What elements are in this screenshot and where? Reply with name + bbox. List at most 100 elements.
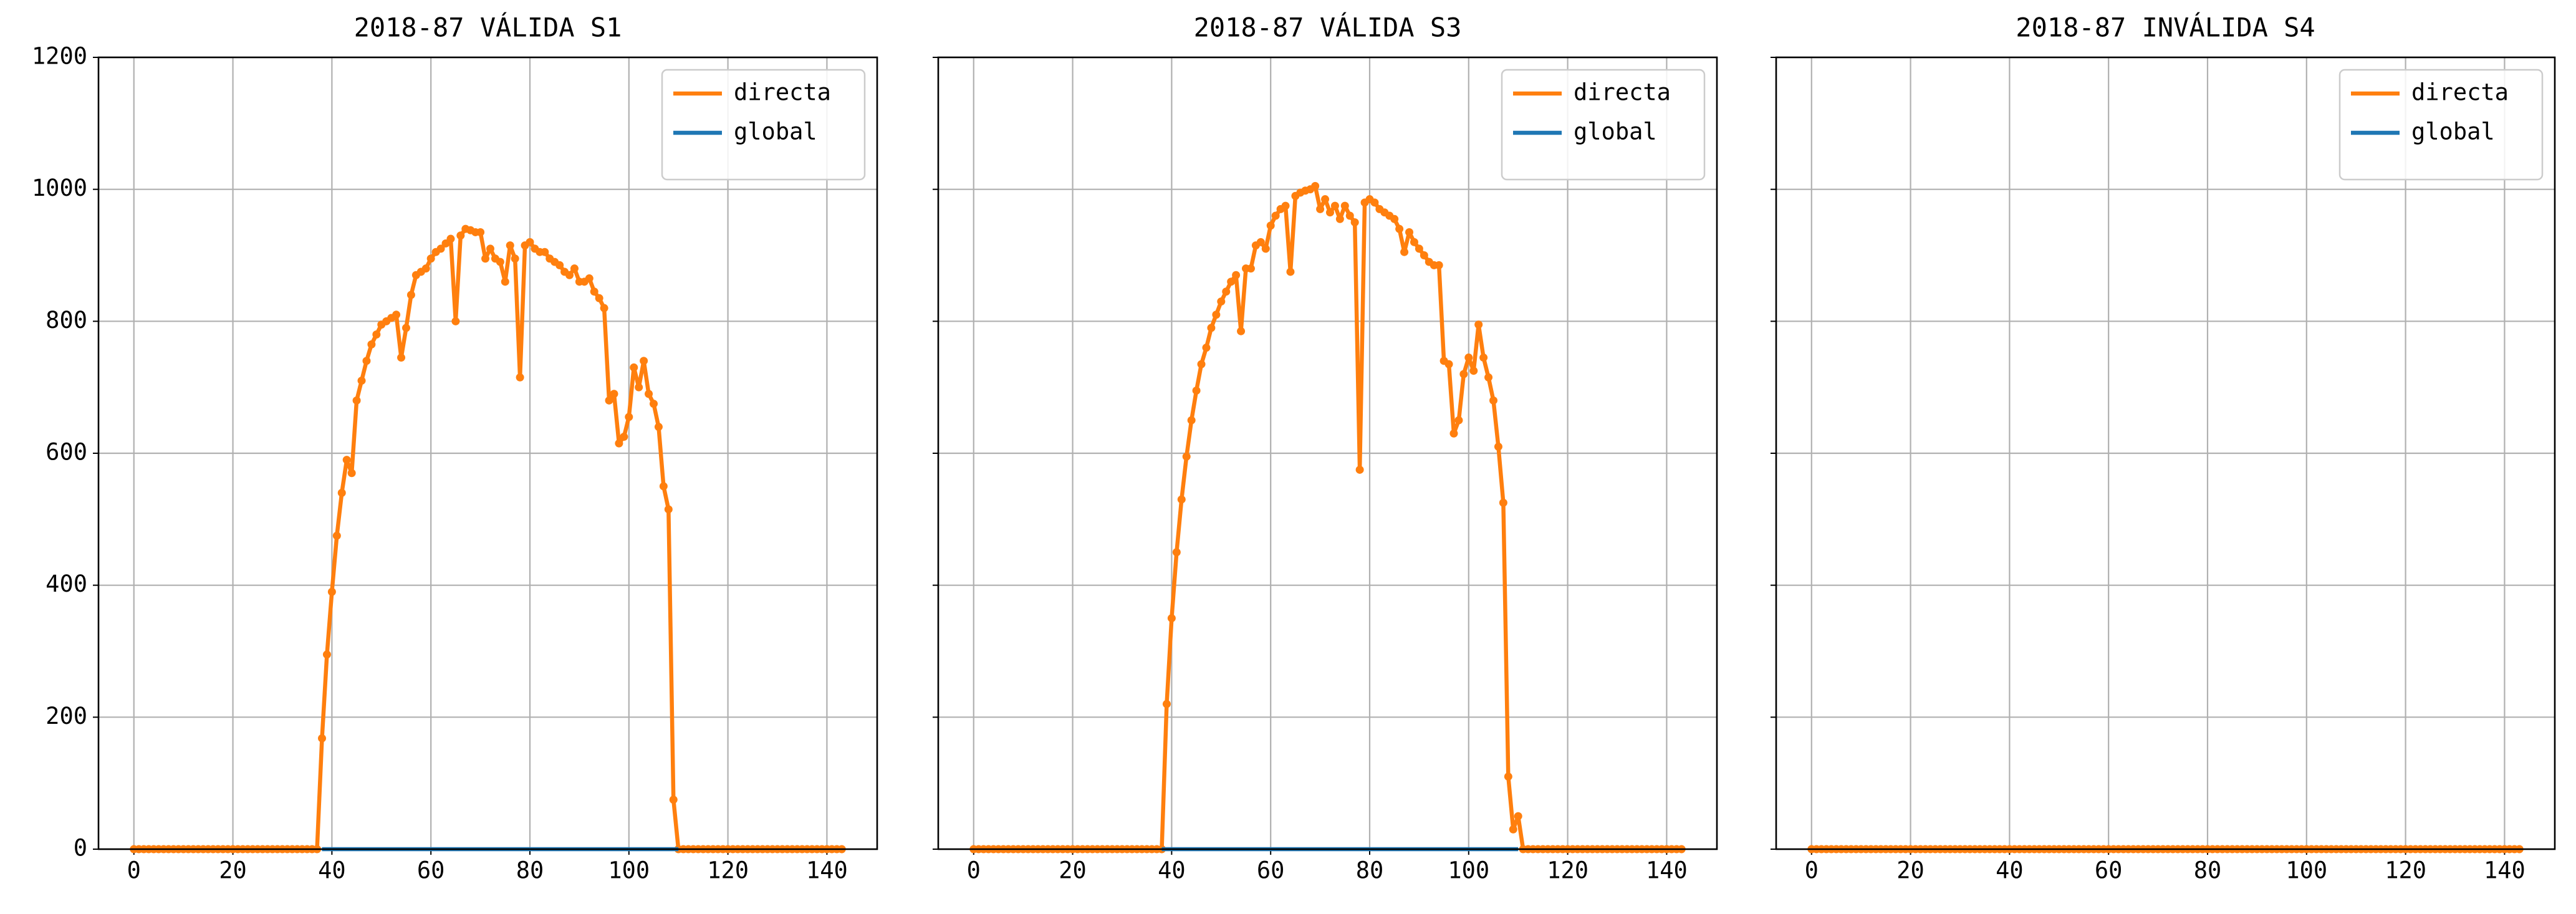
data-point — [362, 357, 371, 365]
axes-frame — [937, 56, 1718, 850]
data-point — [496, 257, 504, 266]
data-point — [1197, 360, 1206, 368]
data-point — [446, 234, 455, 243]
data-point — [1330, 201, 1339, 210]
x-tick-label: 40 — [1996, 857, 2024, 884]
data-point — [635, 383, 643, 392]
data-point — [1345, 211, 1354, 220]
data-point — [1444, 360, 1453, 368]
data-point — [347, 469, 356, 478]
data-point — [1420, 251, 1428, 259]
data-point — [1187, 416, 1196, 425]
data-point — [649, 400, 658, 408]
data-point — [654, 423, 663, 431]
data-point — [1405, 228, 1414, 236]
data-point — [1177, 495, 1186, 504]
data-point — [397, 354, 406, 362]
data-point — [1400, 248, 1409, 256]
data-point — [1449, 429, 1458, 438]
data-point — [1207, 324, 1216, 332]
data-point — [541, 248, 549, 256]
data-point — [337, 489, 346, 497]
data-point — [1202, 344, 1211, 352]
data-point — [1395, 224, 1404, 233]
x-tick-label: 60 — [417, 857, 445, 884]
data-point — [516, 373, 524, 382]
data-point — [1162, 700, 1171, 708]
legend-box — [661, 69, 866, 181]
data-point — [476, 228, 485, 236]
data-point — [630, 363, 638, 372]
x-tick-label: 120 — [707, 857, 749, 884]
data-point — [501, 277, 509, 286]
data-point — [1459, 370, 1468, 378]
data-point — [322, 650, 331, 659]
x-tick-label: 120 — [2385, 857, 2426, 884]
data-point — [1335, 214, 1344, 223]
data-point — [1390, 214, 1399, 223]
axes-frame — [1775, 56, 2556, 850]
y-tick-label: 1000 — [32, 175, 87, 201]
y-tick-label: 800 — [46, 307, 87, 334]
data-point — [570, 264, 579, 273]
data-point — [451, 317, 460, 325]
data-point — [585, 274, 594, 283]
data-point — [392, 310, 401, 319]
y-tick-label: 0 — [74, 835, 87, 862]
x-tick-label: 140 — [1646, 857, 1688, 884]
legend-box — [1501, 69, 1706, 181]
x-tick-label: 140 — [806, 857, 848, 884]
data-point — [1325, 208, 1334, 217]
data-point — [1355, 465, 1364, 474]
legend-label: directa — [2411, 79, 2509, 106]
data-point — [526, 238, 534, 246]
data-point — [1232, 271, 1241, 279]
data-point — [1246, 264, 1255, 273]
data-point — [664, 505, 673, 514]
data-point — [1370, 198, 1379, 207]
data-point — [1489, 396, 1497, 405]
data-point — [625, 413, 633, 421]
data-point — [1266, 221, 1275, 230]
data-point — [1212, 310, 1221, 319]
data-point — [426, 254, 435, 263]
data-point — [620, 433, 628, 441]
x-tick-label: 0 — [967, 857, 981, 884]
data-point — [1410, 238, 1418, 246]
data-point — [1435, 261, 1443, 269]
data-point — [1281, 201, 1290, 210]
data-point — [1227, 277, 1236, 286]
legend-label: directa — [1574, 79, 1671, 106]
x-tick-label: 20 — [1896, 857, 1925, 884]
data-point — [1271, 211, 1280, 220]
data-point — [605, 396, 613, 405]
data-point — [511, 254, 519, 263]
data-point — [1167, 614, 1176, 623]
data-point — [640, 357, 648, 365]
data-point — [1237, 327, 1246, 335]
data-point — [565, 271, 574, 279]
data-point — [1350, 218, 1359, 227]
data-point — [1192, 386, 1201, 395]
y-tick-label: 200 — [46, 703, 87, 729]
y-tick-label: 400 — [46, 570, 87, 597]
data-point — [1217, 297, 1226, 306]
data-point — [1479, 354, 1488, 362]
data-point — [1182, 452, 1191, 461]
data-point — [1222, 287, 1231, 296]
data-point — [1286, 267, 1295, 276]
data-point — [1415, 244, 1423, 253]
x-tick-label: 0 — [1805, 857, 1819, 884]
data-point — [1514, 812, 1522, 820]
x-tick-label: 80 — [1356, 857, 1384, 884]
data-point — [436, 244, 445, 253]
data-point — [600, 304, 608, 312]
data-point — [342, 456, 351, 464]
x-tick-label: 40 — [318, 857, 346, 884]
data-point — [372, 330, 381, 339]
x-tick-label: 120 — [1547, 857, 1588, 884]
legend-label: directa — [734, 79, 831, 106]
data-point — [357, 377, 366, 385]
